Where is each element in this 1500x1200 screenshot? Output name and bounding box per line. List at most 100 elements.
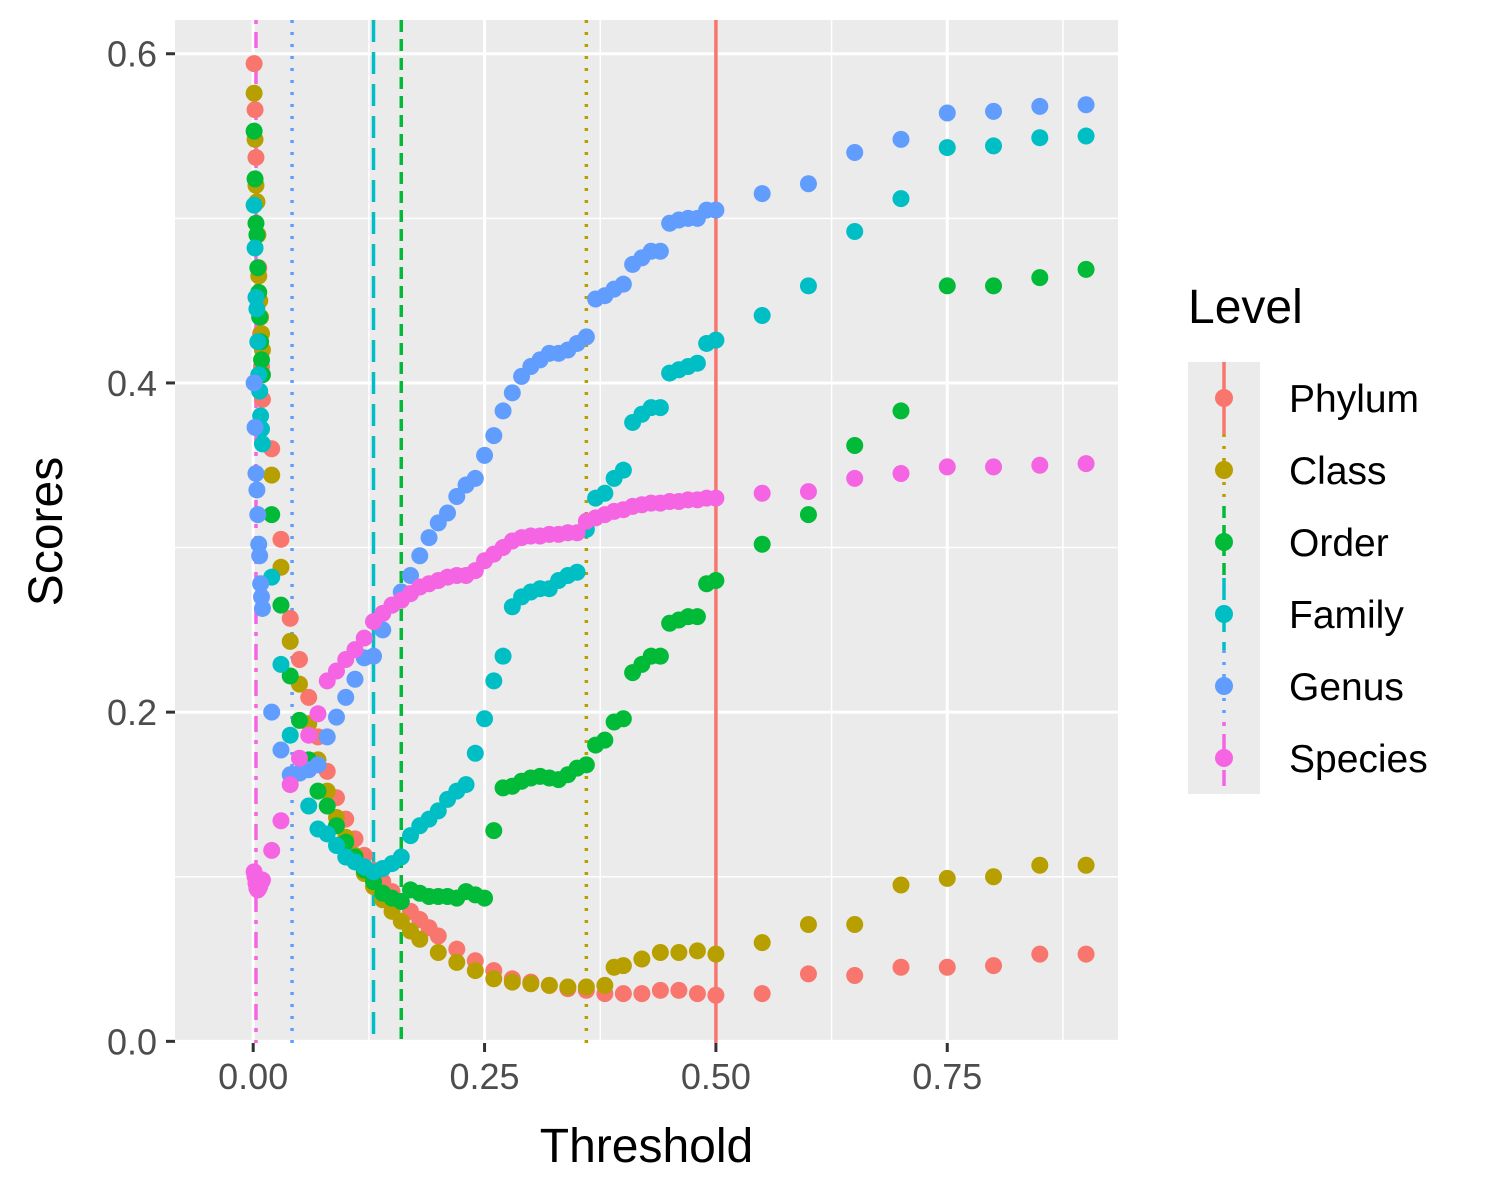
data-point (392, 848, 410, 866)
x-tick-label: 0.00 (218, 1056, 288, 1097)
data-point (568, 524, 586, 542)
data-point (707, 489, 725, 507)
plot-panel (175, 20, 1118, 1043)
data-point (892, 130, 910, 148)
legend-key-point (1215, 389, 1233, 407)
data-point (318, 728, 336, 746)
data-point (633, 985, 651, 1003)
data-point (614, 957, 632, 975)
data-point (799, 915, 817, 933)
data-point (494, 647, 512, 665)
data-point (892, 402, 910, 420)
data-point (799, 277, 817, 295)
data-point (337, 688, 355, 706)
data-point (281, 726, 299, 744)
data-point (346, 670, 364, 688)
y-tick-label: 0.2 (107, 692, 157, 733)
data-point (485, 427, 503, 445)
legend-key-point (1215, 533, 1233, 551)
data-point (522, 975, 540, 993)
data-point (846, 223, 864, 241)
data-point (1031, 945, 1049, 963)
legend: Level Phylum Class Order Family Genus Species (1188, 281, 1428, 794)
data-point (466, 469, 484, 487)
data-point (577, 328, 595, 346)
data-point (846, 469, 864, 487)
data-point (249, 259, 267, 277)
data-point (246, 239, 264, 257)
data-point (246, 418, 264, 436)
data-point (309, 756, 327, 774)
data-point (846, 436, 864, 454)
data-point (476, 710, 494, 728)
data-point (938, 458, 956, 476)
data-point (688, 942, 706, 960)
data-point (1077, 260, 1095, 278)
data-point (327, 708, 345, 726)
data-point (327, 662, 345, 680)
y-tick-label: 0.0 (107, 1021, 157, 1062)
legend-item-phylum: Phylum (1188, 362, 1419, 434)
data-point (707, 571, 725, 589)
data-point (577, 756, 595, 774)
data-point (448, 953, 466, 971)
data-point (688, 354, 706, 372)
data-point (938, 869, 956, 887)
data-point (448, 940, 466, 958)
legend-label: Species (1289, 738, 1428, 781)
data-point (503, 384, 521, 402)
data-point (985, 868, 1003, 886)
data-point (707, 986, 725, 1004)
legend-label: Family (1289, 594, 1404, 637)
data-point (466, 744, 484, 762)
data-point (247, 464, 265, 482)
data-point (457, 776, 475, 794)
data-point (245, 196, 263, 214)
data-point (253, 435, 271, 453)
data-point (670, 981, 688, 999)
data-points (245, 55, 1095, 1004)
data-point (392, 892, 410, 910)
data-point (253, 599, 271, 617)
series-species (245, 455, 1095, 899)
data-point (263, 466, 281, 484)
data-point (596, 976, 614, 994)
data-point (318, 825, 336, 843)
data-point (245, 122, 263, 140)
data-point (281, 609, 299, 627)
series-genus (245, 96, 1095, 784)
data-point (985, 458, 1003, 476)
data-point (246, 101, 264, 119)
legend-item-species: Species (1188, 722, 1428, 794)
data-point (476, 889, 494, 907)
data-point (251, 547, 269, 565)
series-order (245, 122, 1095, 910)
data-point (272, 530, 290, 548)
data-point (263, 841, 281, 859)
data-point (892, 876, 910, 894)
data-point (411, 547, 429, 565)
data-point (651, 981, 669, 999)
legend-key-point (1215, 461, 1233, 479)
data-point (272, 812, 290, 830)
data-point (799, 965, 817, 983)
data-point (985, 102, 1003, 120)
data-point (1077, 127, 1095, 145)
data-point (263, 506, 281, 524)
data-point (253, 351, 271, 369)
data-point (670, 943, 688, 961)
data-point (753, 535, 771, 553)
data-point (568, 563, 586, 581)
data-point (248, 300, 266, 318)
legend-label: Phylum (1289, 378, 1419, 421)
data-point (596, 731, 614, 749)
data-point (365, 647, 383, 665)
data-point (985, 137, 1003, 155)
legend-key-point (1215, 677, 1233, 695)
data-point (651, 399, 669, 417)
legend-item-class: Class (1188, 434, 1387, 506)
data-point (466, 962, 484, 980)
data-point (448, 488, 466, 506)
data-point (420, 529, 438, 547)
